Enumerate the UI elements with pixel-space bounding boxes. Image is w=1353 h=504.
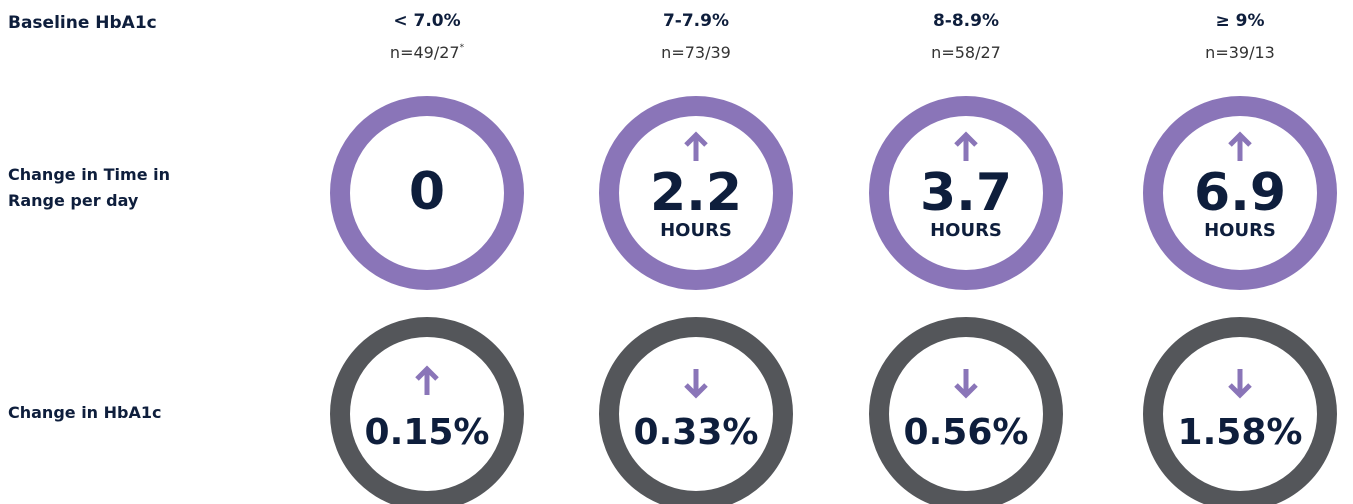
footnote-mark: * — [460, 43, 465, 53]
arrow — [1228, 131, 1252, 161]
arrow — [1228, 369, 1252, 399]
ring — [599, 317, 793, 504]
value: 0.15% — [365, 412, 490, 453]
column-label: 7-7.9% — [663, 11, 729, 31]
arrow — [415, 365, 439, 395]
arrow-head — [684, 383, 708, 399]
column-label: ≥ 9% — [1215, 11, 1264, 31]
sample-size: n=39/13 — [1205, 43, 1275, 62]
value: 0.33% — [634, 412, 759, 453]
row-label: Baseline HbA1c — [8, 13, 157, 33]
arrow-head — [684, 131, 708, 147]
unit: HOURS — [1204, 220, 1276, 241]
row-label: Change in HbA1c — [8, 403, 162, 422]
sample-size-text: n=49/27 — [390, 43, 460, 62]
sample-size: n=58/27 — [931, 43, 1001, 62]
arrow-head — [954, 131, 978, 147]
sample-size-text: n=73/39 — [661, 43, 731, 62]
sample-size: n=73/39 — [661, 43, 731, 62]
arrow-head — [1228, 383, 1252, 399]
column-label: 8-8.9% — [933, 11, 999, 31]
unit: HOURS — [930, 220, 1002, 241]
arrow — [684, 369, 708, 399]
row-label: Change in Time in Range per day — [8, 165, 171, 210]
ring — [330, 96, 524, 290]
ring — [869, 96, 1063, 290]
unit: HOURS — [660, 220, 732, 241]
value: 6.9 — [1194, 163, 1286, 223]
arrow-head — [1228, 131, 1252, 147]
arrow — [684, 131, 708, 161]
ring — [330, 317, 524, 504]
arrow-head — [415, 365, 439, 381]
value: 0 — [409, 162, 445, 222]
ring — [1143, 317, 1337, 504]
arrow-head — [954, 383, 978, 399]
column-label: < 7.0% — [393, 11, 460, 31]
value: 0.56% — [904, 412, 1029, 453]
sample-size: n=49/27* — [390, 43, 465, 62]
arrow — [954, 131, 978, 161]
ring — [869, 317, 1063, 504]
value: 1.58% — [1178, 412, 1303, 453]
ring — [1143, 96, 1337, 290]
value: 3.7 — [920, 163, 1012, 223]
sample-size-text: n=39/13 — [1205, 43, 1275, 62]
arrow — [954, 369, 978, 399]
value: 2.2 — [650, 163, 742, 223]
sample-size-text: n=58/27 — [931, 43, 1001, 62]
ring — [599, 96, 793, 290]
